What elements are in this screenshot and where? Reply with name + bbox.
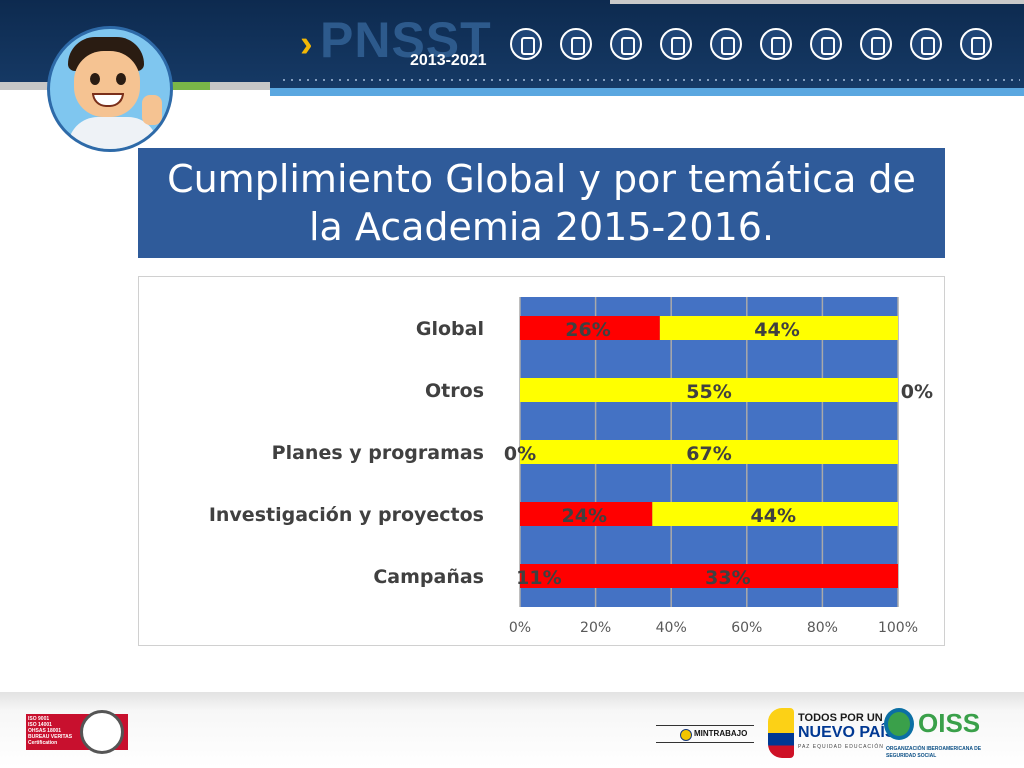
data-label: 24% xyxy=(562,505,607,527)
x-tick-label: 40% xyxy=(656,620,687,636)
mascot-eye xyxy=(116,73,126,85)
oiss-globe-icon xyxy=(884,708,914,740)
x-tick-label: 100% xyxy=(878,620,918,636)
farmer-icon xyxy=(910,28,942,60)
construction-worker-icon xyxy=(810,28,842,60)
category-label: Investigación y proyectos xyxy=(209,504,484,526)
certification-line: BUREAU VERITAS xyxy=(28,734,73,740)
certification-line: OHSAS 18001 xyxy=(28,728,62,734)
x-tick-label: 0% xyxy=(509,620,531,636)
mascot-face xyxy=(74,51,140,117)
certification-text: ISO 9001 ISO 14001 OHSAS 18001 BUREAU VERIT… xyxy=(28,716,78,746)
bar-segment xyxy=(520,378,898,402)
colombia-flag-icon xyxy=(768,708,794,758)
thumbs-up-icon xyxy=(142,95,162,125)
mintrabajo-logo: MINTRABAJO xyxy=(656,725,754,743)
bar-segment xyxy=(520,316,660,340)
chevron-icon: › xyxy=(300,23,313,65)
category-label: Campañas xyxy=(373,566,484,588)
footer xyxy=(0,692,1024,768)
miner-icon xyxy=(710,28,742,60)
mascot-shirt xyxy=(68,117,158,149)
slide-title-box: Cumplimiento Global y por temática de la… xyxy=(138,148,945,258)
category-label: Otros xyxy=(425,380,484,402)
x-tick-label: 60% xyxy=(731,620,762,636)
chart-frame: 0% 20% 40% 60% 80% 100% Global 26% 44% Otros 55% 0%… xyxy=(138,276,945,646)
brand-years: 2013-2021 xyxy=(410,52,487,69)
brand-logo-text: PNSST xyxy=(320,12,492,68)
bar-segment xyxy=(520,502,653,526)
header-accent-blue xyxy=(270,88,1024,96)
data-label: 67% xyxy=(686,443,731,465)
data-label: 0% xyxy=(504,443,536,465)
top-strip xyxy=(610,0,1024,4)
dotted-divider xyxy=(280,79,1020,81)
certification-line: ISO 14001 xyxy=(28,722,52,728)
bar-segment xyxy=(652,502,898,526)
doctor-icon xyxy=(860,28,892,60)
category-label: Global xyxy=(416,318,484,340)
oiss-subtitle: ORGANIZACIÓN IBEROAMERICANA DE SEGURIDAD… xyxy=(886,746,982,759)
bar-segment xyxy=(520,440,898,464)
data-label: 0% xyxy=(901,381,933,403)
slide-title: Cumplimiento Global y por temática de la… xyxy=(167,157,916,249)
stacked-bar-chart: 0% 20% 40% 60% 80% 100% Global 26% 44% Otros 55% 0%… xyxy=(209,297,933,636)
mascot-eye xyxy=(90,73,100,85)
oiss-logo-text: OISS xyxy=(918,708,981,738)
bar-segment xyxy=(659,316,898,340)
mine-icon xyxy=(560,28,592,60)
certification-line: ISO 9001 xyxy=(28,716,50,722)
certification-line: Certification xyxy=(28,740,58,746)
data-label: 33% xyxy=(705,567,750,589)
data-label: 26% xyxy=(565,319,610,341)
data-label: 44% xyxy=(751,505,796,527)
factory-icon xyxy=(610,28,642,60)
certification-seal-icon xyxy=(80,710,124,754)
data-label: 44% xyxy=(754,319,799,341)
data-label: 11% xyxy=(516,567,561,589)
firefighter-icon xyxy=(960,28,992,60)
tpnp-line3: PAZ EQUIDAD EDUCACIÓN xyxy=(798,744,884,750)
crane-icon xyxy=(660,28,692,60)
truck-icon xyxy=(510,28,542,60)
header-accent-green xyxy=(170,82,210,90)
mascot-avatar xyxy=(47,26,173,152)
bar-segment xyxy=(520,564,898,588)
x-tick-label: 20% xyxy=(580,620,611,636)
data-label: 55% xyxy=(686,381,731,403)
tpnp-line2: NUEVO PAÍS xyxy=(798,724,896,741)
tpnp-line1: TODOS POR UN xyxy=(798,712,883,724)
x-tick-label: 80% xyxy=(807,620,838,636)
oil-rig-icon xyxy=(760,28,792,60)
category-label: Planes y programas xyxy=(272,442,484,464)
